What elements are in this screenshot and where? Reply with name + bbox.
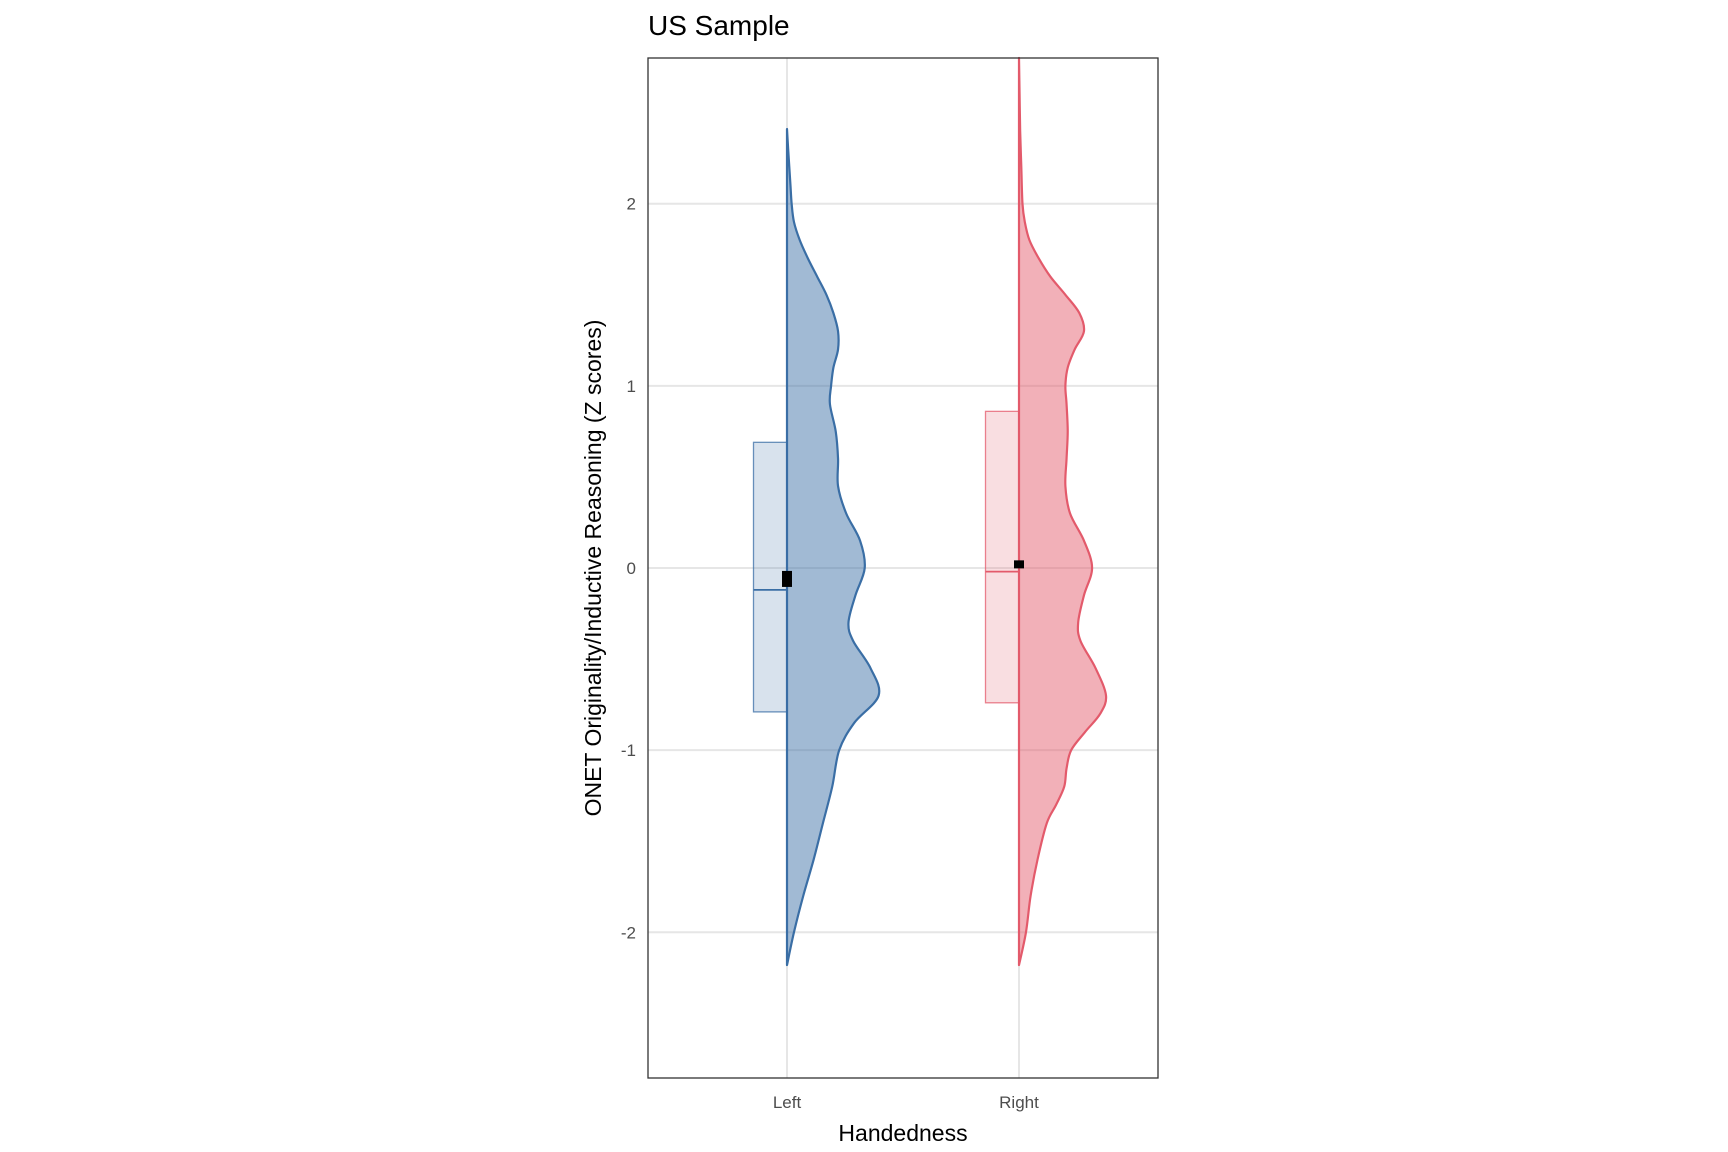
density-cloud-left <box>785 127 881 967</box>
x-tick-label: Right <box>999 1093 1039 1112</box>
y-tick-label: -2 <box>621 923 636 942</box>
y-axis-title: ONET Originality/Inductive Reasoning (Z … <box>580 320 606 817</box>
y-tick-label: 2 <box>627 195 636 214</box>
mean-markers <box>782 560 1024 587</box>
plot-panel-border <box>647 57 1159 1079</box>
y-axis-tick-labels: -2 -1 0 1 2 <box>621 195 636 943</box>
x-tick-label: Left <box>773 1093 802 1112</box>
chart-title: US Sample <box>648 10 790 41</box>
y-tick-label: 0 <box>627 559 636 578</box>
box-right <box>984 410 1020 704</box>
y-tick-label: 1 <box>627 377 636 396</box>
x-axis-tick-labels: Left Right <box>773 1093 1039 1112</box>
density-cloud-right <box>1017 56 1108 967</box>
density-clouds <box>785 56 1108 967</box>
boxplots <box>752 410 1020 713</box>
mean-marker-left <box>782 570 792 587</box>
y-tick-label: -1 <box>621 741 636 760</box>
box-left <box>752 441 788 713</box>
x-axis-title: Handedness <box>838 1120 967 1146</box>
mean-marker-right <box>1014 560 1024 569</box>
